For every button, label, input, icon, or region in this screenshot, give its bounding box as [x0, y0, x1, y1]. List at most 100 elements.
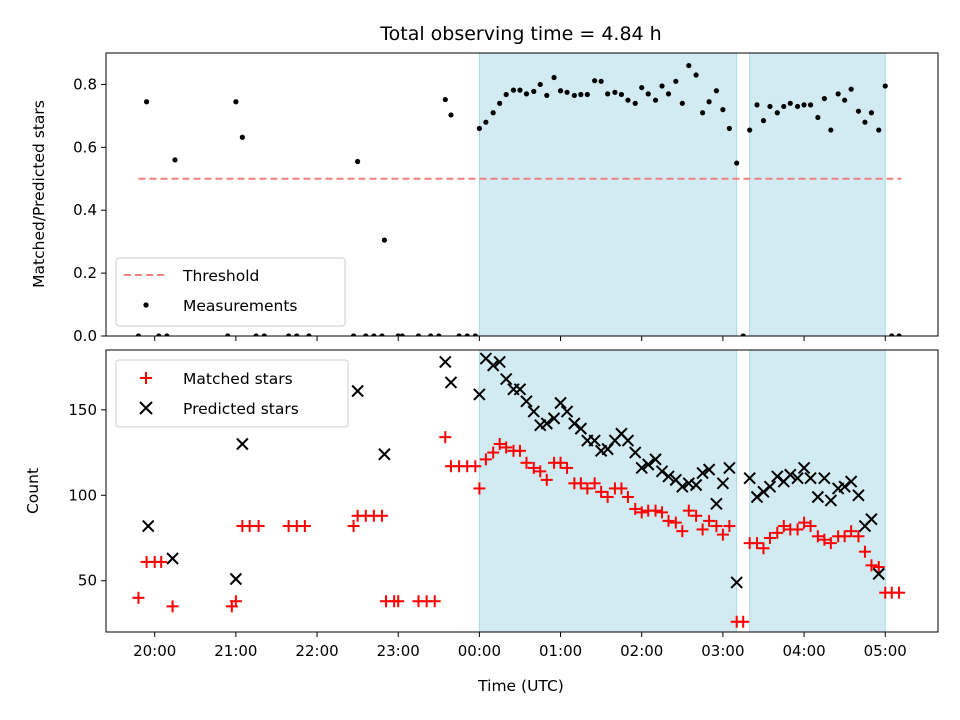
- y-tick-label: 0.6: [73, 138, 97, 156]
- predicted-star-point: [872, 567, 885, 581]
- measurement-point: [828, 127, 834, 133]
- x-axis-label: Time (UTC): [477, 677, 564, 695]
- bottom-legend-frame: [115, 359, 349, 428]
- predicted-star-point: [865, 512, 878, 526]
- measurement-point: [693, 72, 699, 78]
- measurement-point: [774, 110, 780, 116]
- matched-star-point: [710, 520, 723, 533]
- matched-star-point: [635, 506, 648, 519]
- measurement-point: [700, 110, 706, 116]
- y-tick-label: 0.4: [73, 201, 97, 219]
- matched-star-point: [527, 461, 540, 474]
- legend-measurements-swatch: [143, 302, 149, 308]
- predicted-star-point: [811, 490, 825, 504]
- measurement-point: [164, 333, 170, 336]
- measurement-point: [726, 125, 732, 132]
- measurement-point: [578, 91, 584, 98]
- predicted-star-point: [743, 471, 756, 485]
- matched-star-point: [824, 537, 837, 550]
- x-tick-label: 03:00: [701, 642, 744, 660]
- measurement-point: [787, 100, 793, 106]
- y-tick-label: 150: [68, 401, 97, 419]
- x-tick-label: 23:00: [377, 642, 420, 660]
- matched-star-point: [487, 446, 500, 459]
- measurement-point: [239, 134, 245, 140]
- matched-star-point: [682, 504, 695, 517]
- matched-star-point: [771, 526, 784, 539]
- bottom-y-axis-label: Count: [24, 468, 42, 514]
- matched-star-point: [554, 456, 567, 469]
- observing-window-1: [478, 53, 738, 336]
- matched-star-point: [676, 525, 689, 538]
- matched-star-point: [893, 586, 906, 599]
- measurement-point: [876, 127, 882, 133]
- measurement-point: [135, 333, 142, 336]
- measurement-point: [436, 333, 442, 336]
- predicted-star-point: [166, 552, 179, 565]
- predicted-star-point: [730, 576, 743, 589]
- bottom-x-ticks: 20:00 21:00 22:00 23:00 00:00 01:00 02:00 03:00…: [133, 632, 907, 660]
- matched-star-point: [132, 591, 145, 604]
- measurement-point: [363, 333, 369, 336]
- measurement-point: [598, 78, 604, 84]
- measurement-point: [801, 102, 807, 108]
- predicted-star-point: [560, 405, 574, 418]
- legend-matched-label: Matched stars: [183, 370, 293, 388]
- predicted-star-point: [791, 471, 804, 485]
- x-tick-label: 20:00: [133, 642, 176, 660]
- predicted-star-point: [763, 480, 777, 493]
- top-y-ticks: 0.0 0.2 0.4 0.6 0.8: [73, 75, 106, 345]
- predicted-star-point: [473, 388, 486, 401]
- measurement-point: [483, 119, 489, 125]
- measurement-point: [747, 127, 753, 133]
- measurement-point: [381, 237, 388, 243]
- predicted-star-point: [818, 471, 831, 485]
- bottom-y-ticks: 50 100 150: [68, 401, 106, 590]
- measurement-point: [448, 112, 454, 118]
- measurement-point: [896, 333, 902, 336]
- predicted-star-point: [574, 422, 588, 435]
- measurement-point: [517, 87, 523, 93]
- matched-star-point: [858, 545, 871, 558]
- measurement-point: [835, 91, 841, 97]
- top-y-axis-label: Matched/Predicted stars: [30, 100, 48, 288]
- matched-star-point: [656, 506, 669, 519]
- measurement-point: [143, 99, 150, 105]
- matched-star-point: [629, 502, 642, 515]
- matched-star-point: [804, 520, 817, 533]
- measurement-point: [794, 103, 801, 110]
- measurement-point: [456, 333, 462, 336]
- measurement-point: [612, 89, 618, 95]
- bottom-panel: 50 100 150 20:00 21:00 22:00 23:00 00:00 01:00 0…: [24, 349, 939, 695]
- measurement-point: [605, 91, 611, 97]
- measurement-point: [156, 333, 162, 336]
- predicted-star-point: [723, 461, 736, 475]
- measurement-point: [679, 100, 685, 106]
- predicted-star-point: [621, 434, 635, 447]
- legend-predicted-swatch: [139, 401, 153, 415]
- measurement-point: [564, 89, 570, 95]
- x-tick-label: 02:00: [620, 642, 663, 660]
- measurement-point: [734, 160, 740, 166]
- measurement-point: [544, 92, 550, 99]
- measurement-point: [862, 119, 868, 125]
- x-tick-label: 22:00: [295, 642, 338, 660]
- top-legend: Threshold Measurements: [115, 257, 346, 327]
- matched-star-point: [479, 453, 492, 466]
- predicted-star-point: [229, 572, 243, 586]
- matched-star-point: [811, 530, 824, 543]
- predicted-star-point: [797, 461, 811, 475]
- matched-star-point: [845, 525, 858, 538]
- matched-star-point: [621, 490, 634, 503]
- top-legend-frame: [115, 257, 346, 327]
- matched-star-point: [581, 482, 594, 495]
- predicted-star-point: [642, 458, 655, 471]
- measurement-point: [306, 333, 312, 336]
- measurement-point: [713, 88, 720, 94]
- predicted-star-point: [513, 383, 527, 396]
- matched-star-point: [500, 441, 513, 454]
- measurement-point: [882, 83, 888, 89]
- measurement-point: [855, 108, 862, 114]
- measurement-point: [551, 74, 557, 81]
